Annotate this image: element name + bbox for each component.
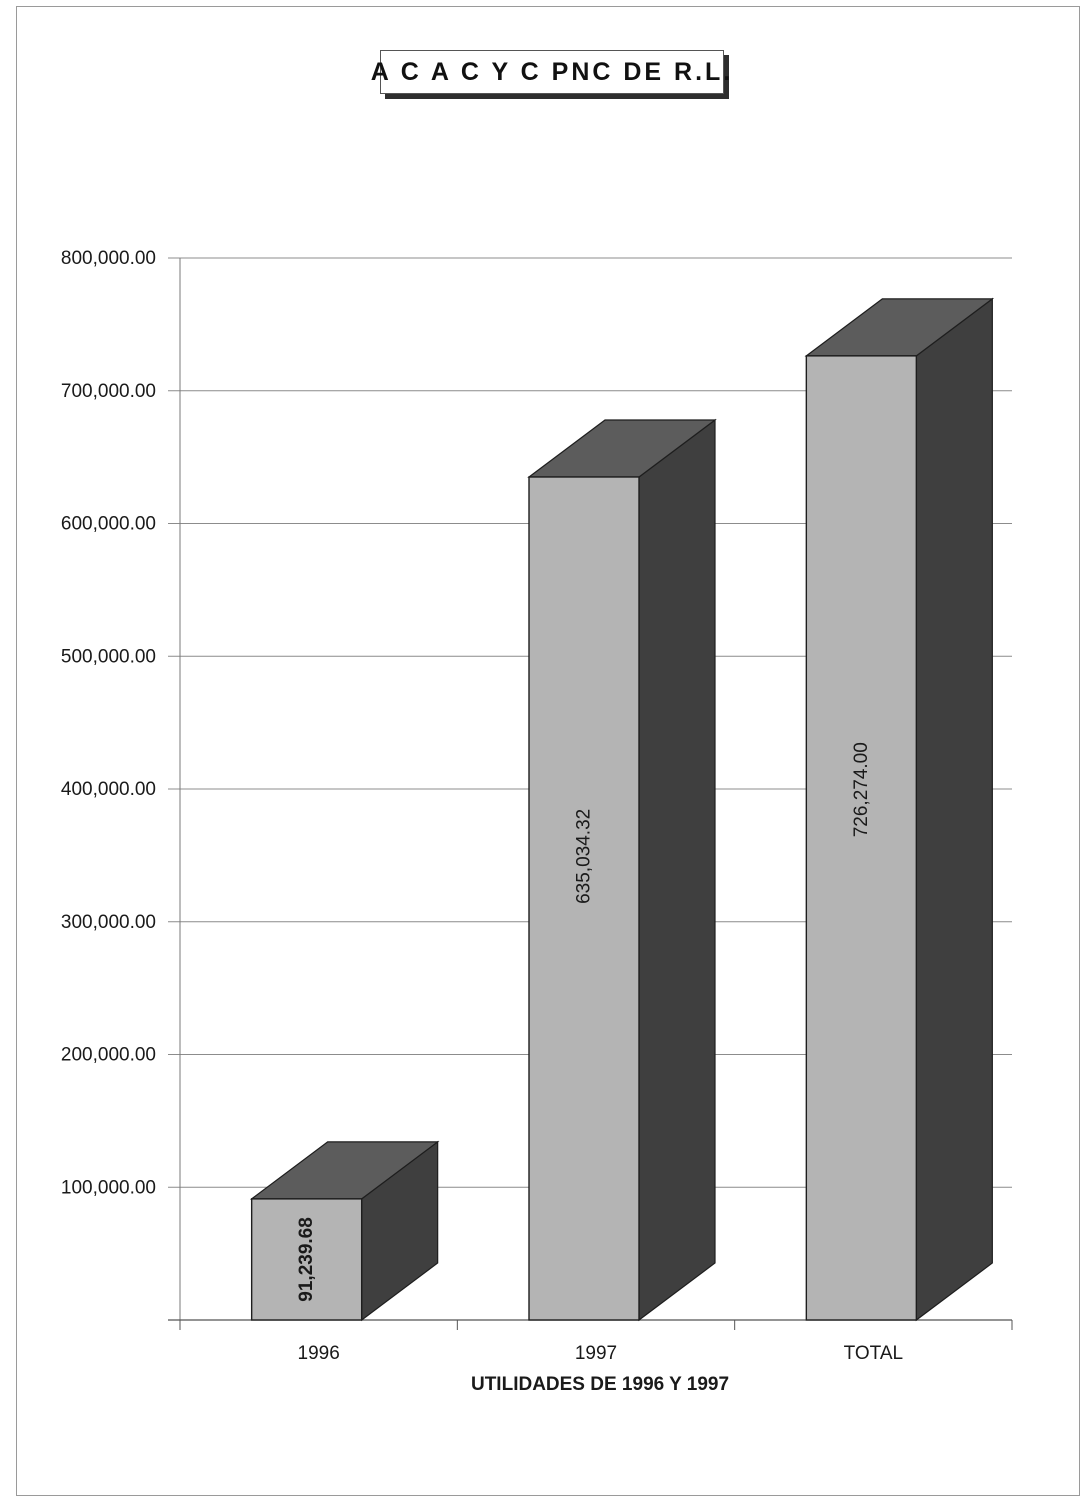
y-tick-label: 200,000.00 [61, 1045, 156, 1066]
data-label: 91,239.68 [296, 1217, 317, 1302]
bar-side [638, 418, 716, 1322]
bar-front [250, 1198, 363, 1321]
x-axis-title: UTILIDADES DE 1996 Y 1997 [471, 1374, 729, 1395]
category-label: TOTAL [844, 1343, 903, 1364]
bar-front [805, 355, 918, 1321]
y-tick-label: 600,000.00 [61, 514, 156, 535]
bar-front [528, 476, 640, 1321]
bar-side [915, 297, 993, 1322]
y-tick-label: 700,000.00 [61, 381, 156, 402]
y-tick-label: 500,000.00 [61, 646, 156, 667]
y-tick-label: 100,000.00 [61, 1177, 156, 1198]
category-label: 1996 [298, 1343, 340, 1364]
data-label: 726,274.00 [851, 742, 872, 837]
chart-title: A C A C Y C PNC DE R.L. [370, 57, 734, 86]
data-label: 635,034.32 [574, 809, 595, 904]
category-label: 1997 [575, 1343, 617, 1364]
y-tick-label: 300,000.00 [61, 912, 156, 933]
y-tick-label: 400,000.00 [61, 779, 156, 800]
y-tick-label: 800,000.00 [61, 248, 156, 269]
page-frame [16, 6, 1080, 1496]
chart-title-box: A C A C Y C PNC DE R.L. [371, 50, 730, 94]
